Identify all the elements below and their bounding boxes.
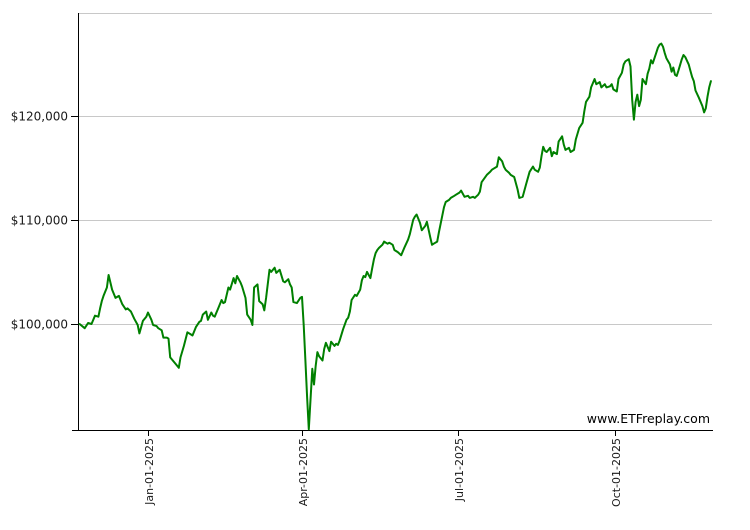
price-line-series bbox=[78, 42, 712, 431]
y-axis-ticks bbox=[71, 116, 78, 325]
y-tick-label: $120,000 bbox=[11, 110, 68, 124]
x-axis-labels: Jan-01-2025 Apr-01-2025 Jul-01-2025 Oct-01-… bbox=[143, 438, 623, 507]
y-tick-label: $110,000 bbox=[11, 214, 68, 228]
y-axis-labels: $120,000 $110,000 $100,000 bbox=[11, 110, 68, 332]
x-tick-label: Apr-01-2025 bbox=[297, 438, 310, 506]
x-tick-label: Oct-01-2025 bbox=[610, 438, 623, 507]
x-tick-label: Jan-01-2025 bbox=[143, 438, 156, 506]
y-tick-label: $100,000 bbox=[11, 318, 68, 332]
x-axis-ticks bbox=[148, 430, 616, 436]
gridlines bbox=[78, 116, 712, 325]
watermark-text: www.ETFreplay.com bbox=[587, 411, 710, 426]
x-tick-label: Jul-01-2025 bbox=[453, 438, 466, 502]
